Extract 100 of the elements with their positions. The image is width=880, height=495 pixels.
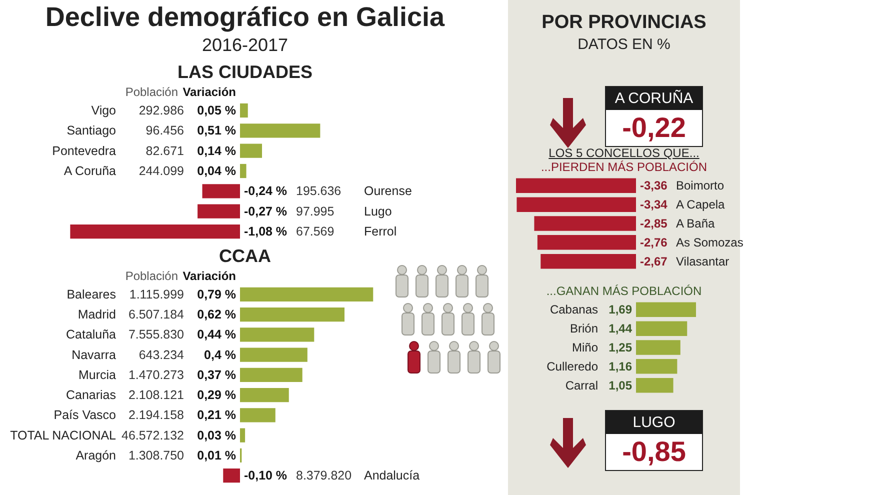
text: Variación <box>182 269 236 283</box>
y-tick-label: TOTAL NACIONAL <box>10 428 116 442</box>
bar <box>240 368 302 382</box>
data-label: 0,14 % <box>197 144 236 158</box>
data-label: -2,85 <box>640 216 668 230</box>
annotation: 292.986 <box>138 103 184 118</box>
data-label: 1,25 <box>608 340 632 354</box>
data-label: 1,16 <box>608 359 632 374</box>
annotation: 97.995 <box>296 204 334 218</box>
y-tick-label: Santiago <box>66 124 116 138</box>
annotation: 195.636 <box>296 184 342 198</box>
text: 7.555.830 <box>128 328 184 342</box>
bar <box>240 388 289 402</box>
y-tick-label: Miño <box>572 340 598 354</box>
data-label: -3,36 <box>640 178 668 193</box>
data-label: -2,76 <box>640 235 668 250</box>
text: 643.234 <box>138 348 184 362</box>
y-tick-label: Aragón <box>76 448 116 462</box>
bar <box>636 321 688 336</box>
annotation: 82.671 <box>146 144 184 158</box>
data-label: 1,44 <box>608 322 632 336</box>
bar <box>240 348 308 362</box>
annotation: 96.456 <box>146 124 184 138</box>
y-tick-label: Canarias <box>66 388 116 402</box>
bar <box>636 302 696 318</box>
data-label: -0,27 % <box>244 204 288 218</box>
bar <box>240 428 246 442</box>
y-tick-label: Carral <box>565 378 598 392</box>
bar <box>240 408 276 422</box>
y-tick-label: Lugo <box>364 204 392 218</box>
chart-title: LAS CIUDADES <box>176 62 314 83</box>
data-label: 1,69 <box>608 302 632 317</box>
text: LUGO <box>606 411 702 434</box>
text: Población <box>125 269 178 283</box>
chart-subtitle: ...PIERDEN MÁS POBLACIÓN <box>540 160 708 174</box>
y-tick-label: Baleares <box>66 287 116 302</box>
bar <box>240 103 248 118</box>
text: -0,85 <box>621 435 687 469</box>
y-tick-label: As Somozas <box>676 235 744 250</box>
y-tick-label: Brión <box>570 322 598 336</box>
text: 1.115.999 <box>129 287 184 302</box>
bar <box>240 144 262 158</box>
text: Declive demográfico en Galicia <box>44 2 446 33</box>
text: Población <box>125 85 178 99</box>
bar <box>223 468 240 483</box>
bar <box>70 224 240 239</box>
y-tick-label: Pontevedra <box>52 144 116 158</box>
y-tick-label: Murcia <box>78 368 116 382</box>
data-label: 0,05 % <box>197 103 236 118</box>
data-label: 1,05 <box>608 378 632 392</box>
data-label: 0,03 % <box>197 428 236 442</box>
data-label: -3,34 <box>640 198 668 212</box>
text: POR PROVINCIAS <box>540 12 708 34</box>
data-label: 0,37 % <box>197 368 236 382</box>
bar <box>636 378 674 393</box>
y-tick-label: Cabanas <box>550 302 598 317</box>
data-label: -0,10 % <box>244 468 288 483</box>
data-label: 0,44 % <box>197 328 236 342</box>
bar <box>240 124 320 138</box>
text: A CORUÑA <box>606 87 702 110</box>
text: Variación <box>182 85 236 99</box>
y-tick-label: A Baña <box>676 216 716 230</box>
bar <box>198 204 240 218</box>
bar <box>202 184 240 198</box>
data-label: 0,29 % <box>197 388 236 402</box>
chart-title: LOS 5 CONCELLOS QUE... <box>548 146 700 160</box>
text: 46.572.132 <box>122 428 184 442</box>
y-tick-label: Ferrol <box>364 224 397 239</box>
y-tick-label: Vilasantar <box>676 254 730 268</box>
data-label: 0,79 % <box>197 287 236 302</box>
data-label: 0,21 % <box>197 408 236 422</box>
text: 2016-2017 <box>200 35 290 56</box>
text: 1.308.750 <box>128 448 184 462</box>
bar <box>636 340 680 355</box>
text: 2.194.158 <box>128 408 184 422</box>
y-tick-label: Andalucía <box>364 468 420 483</box>
data-label: 0,4 % <box>204 348 236 362</box>
y-tick-label: Culleredo <box>546 359 598 374</box>
text: 2.108.121 <box>128 388 184 402</box>
data-label: -1,08 % <box>244 224 288 239</box>
data-label: -0,24 % <box>244 184 288 198</box>
data-label: 0,04 % <box>197 164 236 178</box>
data-label: -2,67 <box>640 254 668 268</box>
chart-title: CCAA <box>218 246 272 267</box>
text: 6.507.184 <box>128 308 184 322</box>
y-tick-label: Vigo <box>91 103 116 118</box>
y-tick-label: Boimorto <box>676 178 724 193</box>
data-label: 0,51 % <box>197 124 236 138</box>
bar <box>240 164 246 178</box>
text: -0,22 <box>621 111 687 145</box>
y-tick-label: Ourense <box>364 184 412 198</box>
y-tick-label: Madrid <box>78 308 116 322</box>
annotation: 244.099 <box>138 164 184 178</box>
text: DATOS EN % <box>576 36 672 53</box>
annotation: 8.379.820 <box>296 468 352 483</box>
data-label: 0,01 % <box>197 448 236 462</box>
y-tick-label: A Capela <box>676 198 726 212</box>
bar <box>240 308 344 322</box>
y-tick-label: País Vasco <box>54 408 116 422</box>
y-tick-label: Cataluña <box>66 328 116 342</box>
